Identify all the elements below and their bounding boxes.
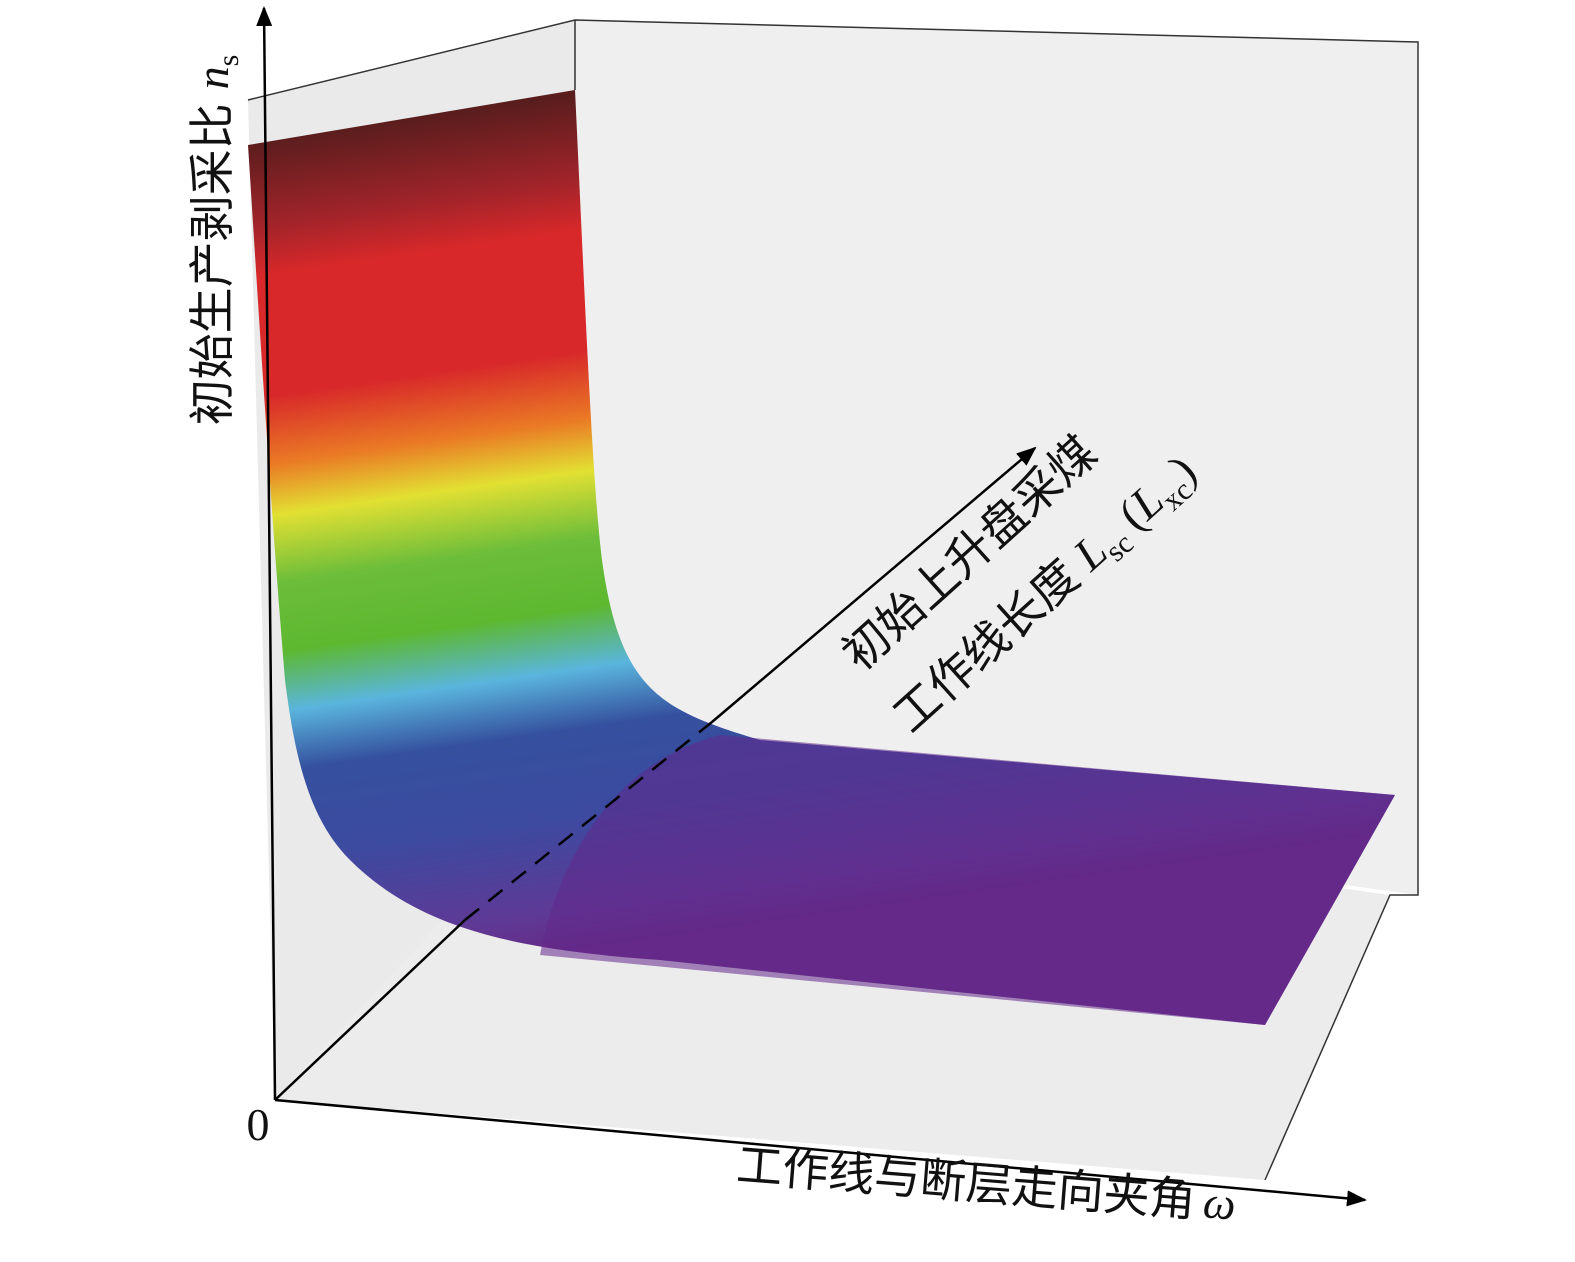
origin-label: 0 — [247, 1099, 270, 1150]
back-wall — [575, 20, 1418, 895]
depth-axis — [711, 446, 1037, 723]
subscript: s — [212, 55, 245, 67]
horizontal-axis — [274, 1098, 1367, 1207]
box-edges — [247, 19, 1419, 1181]
label-text: 初始生产剥采比 — [187, 103, 238, 425]
depth-axis — [274, 919, 466, 1101]
vertical-axis — [256, 6, 277, 1101]
depth-axis-hidden — [464, 721, 713, 921]
surface-flat — [540, 735, 1395, 1025]
symbol: n — [187, 66, 238, 89]
vertical-axis-label: 初始生产剥采比 ns — [187, 55, 245, 426]
symbol: ω — [1201, 1176, 1237, 1229]
